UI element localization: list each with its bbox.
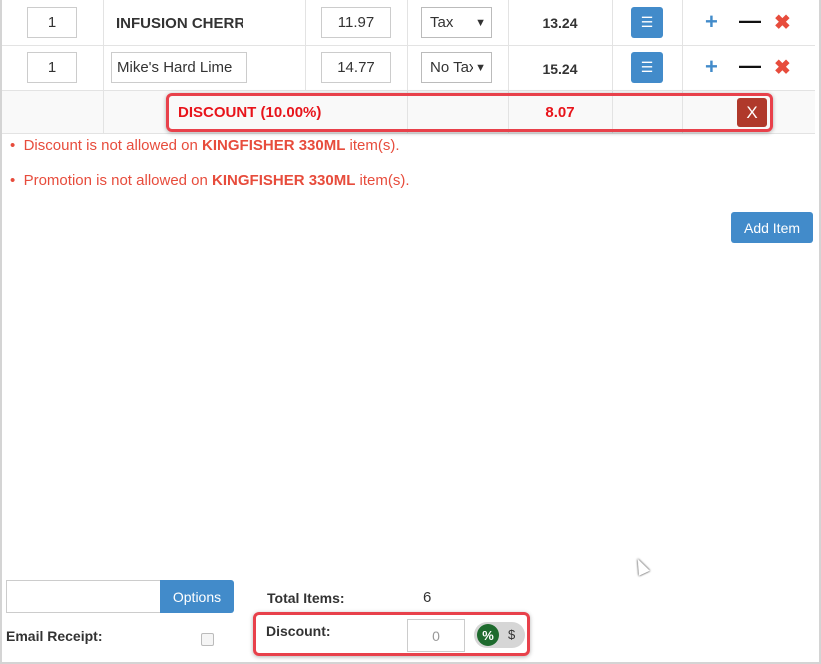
options-button[interactable]: Options (160, 580, 234, 613)
price-input[interactable]: 11.97 (321, 7, 391, 38)
minus-icon[interactable]: — (739, 53, 761, 78)
list-icon: ☰ (640, 14, 654, 30)
tax-select[interactable]: No Tax ▼ (421, 52, 492, 83)
item-options-button[interactable]: ☰ (631, 52, 663, 83)
line-total: 13.24 (542, 15, 578, 31)
discount-label: DISCOUNT (10.00%) (178, 104, 322, 121)
percent-option[interactable]: % (477, 624, 499, 646)
list-icon: ☰ (640, 59, 654, 75)
error-message: • Promotion is not allowed on KINGFISHER… (10, 172, 410, 189)
order-discount-input[interactable]: 0 (407, 619, 465, 652)
item-name: INFUSION CHERRY (116, 15, 243, 32)
minus-icon[interactable]: — (739, 8, 761, 33)
tax-select-value: Tax (430, 14, 454, 31)
dollar-option[interactable]: $ (508, 627, 516, 642)
discount-highlight (166, 93, 773, 132)
chevron-down-icon: ▼ (473, 61, 486, 74)
discount-row (2, 91, 815, 134)
tax-select-value: No Tax (430, 59, 477, 76)
item-options-button[interactable]: ☰ (631, 7, 663, 38)
discount-amount: 8.07 (545, 104, 575, 121)
add-item-button[interactable]: Add Item (731, 212, 813, 243)
discount-mode-toggle[interactable]: % $ (474, 622, 525, 648)
email-receipt-checkbox[interactable] (201, 633, 214, 646)
plus-icon[interactable]: + (705, 9, 718, 34)
remove-icon[interactable]: ✖ (774, 12, 791, 34)
item-name-input[interactable]: Mike's Hard Lime (111, 52, 247, 83)
price-input[interactable]: 14.77 (321, 52, 391, 83)
line-total: 15.24 (542, 61, 578, 77)
email-receipt-label: Email Receipt: (6, 628, 103, 644)
tax-select[interactable]: Tax ▼ (421, 7, 492, 38)
error-message: • Discount is not allowed on KINGFISHER … (10, 137, 400, 154)
options-input[interactable] (6, 580, 162, 613)
discount-highlight (253, 612, 530, 656)
quantity-input[interactable]: 1 (27, 7, 77, 38)
plus-icon[interactable]: + (705, 54, 718, 79)
table-row (2, 46, 815, 91)
order-discount-label: Discount: (266, 623, 331, 639)
total-items-label: Total Items: (267, 590, 345, 606)
total-items-value: 6 (423, 589, 432, 606)
quantity-input[interactable]: 1 (27, 52, 77, 83)
remove-icon[interactable]: ✖ (774, 57, 791, 79)
chevron-down-icon: ▼ (475, 16, 486, 29)
table-row (2, 0, 815, 46)
remove-discount-button[interactable]: X (737, 98, 767, 127)
